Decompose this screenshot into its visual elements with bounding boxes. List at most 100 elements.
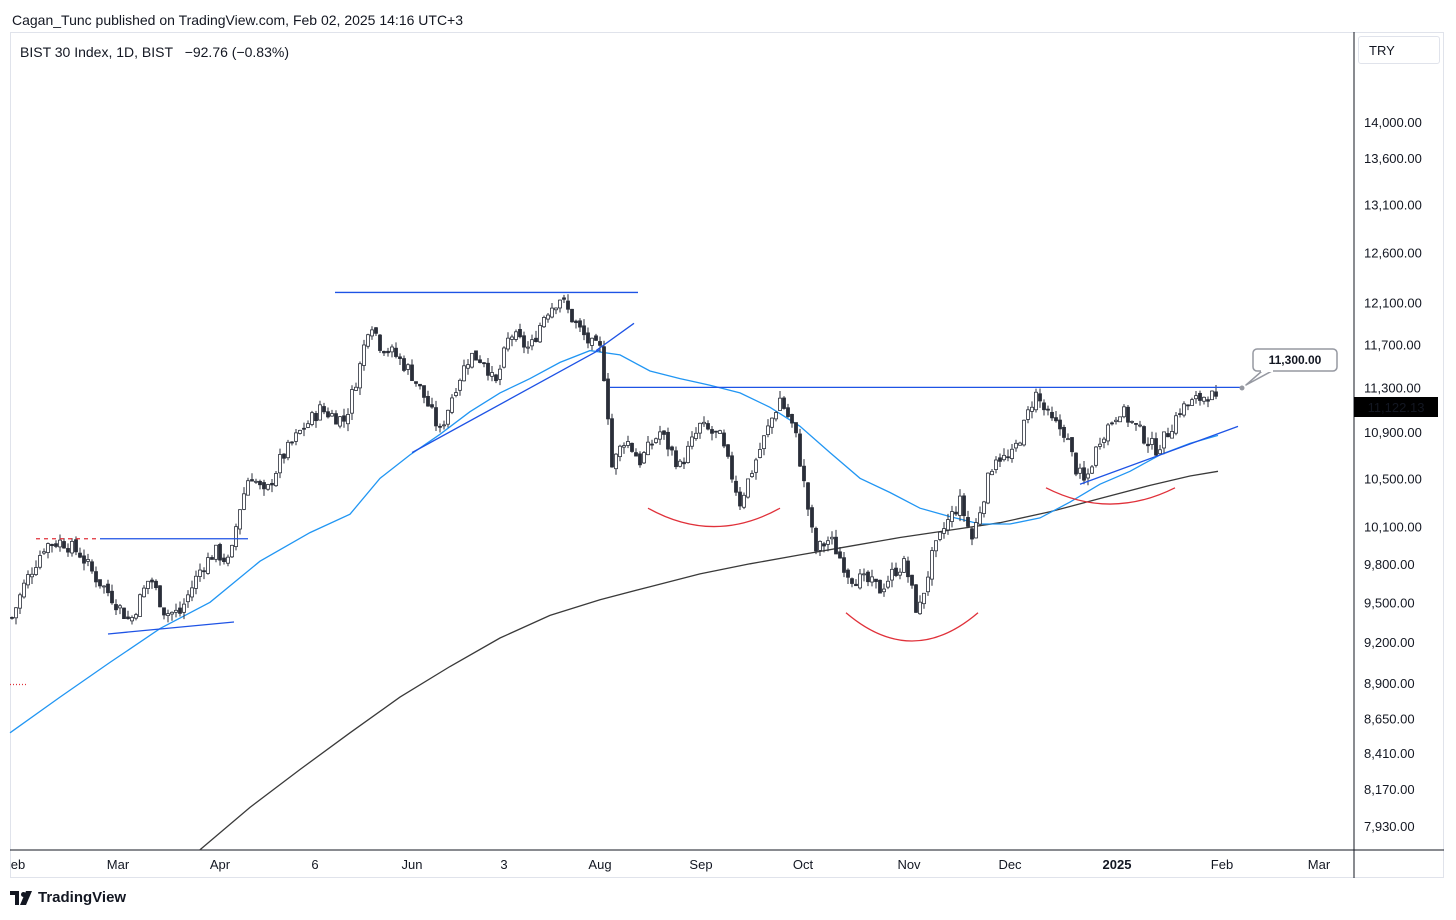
candle <box>130 615 134 625</box>
tradingview-logo[interactable]: TradingView <box>10 889 126 906</box>
price-scale[interactable]: 14,000.00 13,600.00 13,100.00 12,600.00 12,1… <box>1364 115 1422 834</box>
candle <box>518 323 522 339</box>
candle <box>1050 406 1054 421</box>
time-tick-label: Mar <box>107 857 130 872</box>
candle <box>814 526 818 555</box>
candle <box>294 428 298 446</box>
candle <box>346 408 350 432</box>
candle <box>938 531 942 542</box>
price-annotation[interactable]: 11,300.00 <box>1239 348 1338 391</box>
candle <box>682 457 686 470</box>
time-tick-label: eb <box>11 857 25 872</box>
drawings <box>10 291 1242 686</box>
chart-legend: BIST 30 Index, 1D, BIST −92.76 (−0.83%) <box>20 44 289 60</box>
candle <box>858 568 862 590</box>
candle <box>122 607 126 619</box>
candle <box>378 333 382 353</box>
candle <box>946 513 950 535</box>
candle <box>298 429 302 435</box>
candle <box>150 577 154 589</box>
candle <box>742 492 746 510</box>
candle <box>14 607 18 625</box>
candle <box>542 315 546 328</box>
candle <box>734 475 738 496</box>
price-tick-label: 9,500.00 <box>1364 595 1415 610</box>
candle <box>450 394 454 415</box>
candle <box>1206 396 1210 408</box>
candle <box>1170 424 1174 439</box>
candle <box>258 479 262 490</box>
candle <box>162 607 166 620</box>
candle <box>678 459 682 468</box>
candle <box>1210 390 1214 401</box>
candle <box>722 429 726 449</box>
candle <box>242 487 246 511</box>
candle <box>446 409 450 428</box>
candle <box>102 585 106 594</box>
candle <box>826 536 830 552</box>
candle <box>954 506 958 517</box>
candle <box>178 601 182 617</box>
time-tick-label: Feb <box>1211 857 1233 872</box>
candle <box>322 402 326 415</box>
candle <box>962 493 966 522</box>
candle <box>1106 423 1110 446</box>
candle <box>974 518 978 539</box>
candle <box>34 560 38 576</box>
price-tick-label: 9,800.00 <box>1364 557 1415 572</box>
candle <box>666 427 670 457</box>
candle <box>206 552 210 575</box>
currency-button[interactable]: TRY <box>1358 36 1440 64</box>
candle <box>1150 431 1154 450</box>
candle <box>362 339 366 371</box>
price-tick-label: 14,000.00 <box>1364 115 1422 130</box>
candle <box>1062 424 1066 443</box>
candle <box>1034 388 1038 413</box>
candle <box>1158 444 1162 455</box>
legend-symbol[interactable]: BIST 30 Index, 1D, BIST <box>20 44 173 60</box>
slow-moving-average <box>199 470 1219 851</box>
candle <box>434 400 438 432</box>
time-scale[interactable]: eb Mar Apr 6 Jun 3 Aug Sep Oct Nov Dec 2025 Feb Mar <box>11 857 1331 872</box>
price-tick-label: 12,100.00 <box>1364 296 1422 311</box>
candle <box>202 567 206 580</box>
candle <box>58 534 62 552</box>
candle <box>310 410 314 427</box>
candle <box>170 611 174 621</box>
head-arc <box>845 612 979 642</box>
price-tick-label: 8,170.00 <box>1364 782 1415 797</box>
candle <box>1022 419 1026 447</box>
candle <box>1154 432 1158 457</box>
range-bottom-line <box>107 621 235 635</box>
candle <box>910 574 914 589</box>
price-tick-label: 8,650.00 <box>1364 711 1415 726</box>
candle <box>114 599 118 615</box>
legend-change: −92.76 (−0.83%) <box>184 44 289 60</box>
candle <box>1174 412 1178 436</box>
candle <box>462 359 466 382</box>
candle <box>602 340 606 382</box>
candle <box>1130 420 1134 425</box>
rising-trendline-2 <box>1079 425 1239 485</box>
candle <box>998 453 1002 468</box>
candle <box>1114 417 1118 425</box>
time-tick-label: Dec <box>998 857 1022 872</box>
candle <box>774 411 778 422</box>
candle <box>582 319 586 341</box>
time-tick-label: Nov <box>897 857 921 872</box>
candle <box>286 439 290 461</box>
candle <box>358 361 362 395</box>
candle <box>1082 460 1086 485</box>
candle <box>490 365 494 382</box>
candle <box>702 416 706 427</box>
candle <box>190 580 194 602</box>
time-tick-label: Mar <box>1308 857 1331 872</box>
moving-averages <box>9 349 1219 851</box>
price-tick-label: 13,100.00 <box>1364 197 1422 212</box>
candle <box>550 303 554 319</box>
candle <box>622 442 626 454</box>
candle <box>1026 406 1030 424</box>
candle <box>898 568 902 580</box>
candle <box>746 478 750 499</box>
